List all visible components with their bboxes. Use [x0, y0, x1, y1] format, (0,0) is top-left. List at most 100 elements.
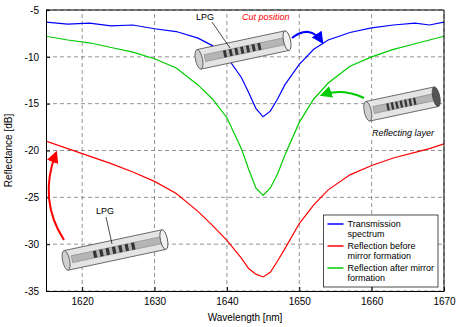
x-tick-label: 1630 — [144, 296, 167, 307]
fiber-illustration — [61, 229, 170, 271]
grating-period — [391, 102, 395, 109]
y-tick: -35 — [25, 286, 50, 297]
legend-box — [323, 215, 438, 287]
fiber-cladding — [366, 87, 439, 121]
legend-label-line: Reflection before — [347, 241, 415, 251]
legend-swatch — [327, 245, 343, 247]
legend-label: Transmissionspectrum — [347, 219, 400, 239]
legend: TransmissionspectrumReflection beforemir… — [323, 215, 438, 287]
x-axis: 1620 1630 1640 1650 1660 1670 — [47, 287, 456, 307]
x-tick: 1620 — [72, 287, 95, 307]
x-tick: 1630 — [144, 287, 167, 307]
grating-period — [252, 44, 256, 51]
y-tick-label: -25 — [25, 192, 40, 203]
grid — [46, 10, 444, 291]
fiber-illustration — [193, 30, 292, 70]
grating-period — [223, 50, 227, 57]
grid-line-x — [444, 10, 445, 291]
x-tick: 1640 — [216, 287, 239, 307]
grid-line-y — [46, 150, 444, 151]
annotation: LPG — [196, 12, 214, 22]
legend-label-line: mirror formation — [347, 251, 411, 261]
fiber-core — [373, 93, 437, 113]
annotation-group: LPG — [195, 12, 215, 22]
plot-area — [46, 22, 444, 277]
chart-container: 162016301640165016601670-35-30-25-20-15-… — [0, 0, 456, 327]
x-tick-label: 1620 — [72, 296, 95, 307]
fiber-illustration — [362, 86, 441, 122]
y-tick: -15 — [25, 98, 50, 109]
y-axis-title: Reflectance [dB] — [3, 114, 14, 188]
y-tick-label: -20 — [25, 145, 40, 156]
annotation-patch — [241, 12, 291, 22]
annotation-group: Reflecting layer — [371, 128, 436, 138]
annotation-group: Cut position — [241, 12, 291, 22]
x-tick-label: 1650 — [289, 296, 312, 307]
x-tick-label: 1640 — [216, 296, 239, 307]
y-tick-mark — [46, 291, 50, 292]
fiber-core — [204, 37, 288, 61]
grating-period — [413, 98, 417, 105]
reflecting-layer — [431, 86, 442, 107]
grating-period — [400, 100, 404, 107]
grid-line-y — [46, 10, 444, 11]
arrow — [292, 32, 322, 42]
x-axis-title: Wavelength [nm] — [208, 312, 283, 323]
legend-label-line: spectrum — [347, 229, 384, 239]
x-tick-label: 1660 — [361, 296, 384, 307]
annotation: Cut position — [242, 12, 290, 22]
y-tick: -25 — [25, 192, 50, 203]
frame-top — [46, 10, 444, 11]
x-tick-mark — [372, 287, 373, 291]
legend-label-line: Reflection after mirror — [347, 263, 434, 273]
legend-swatch — [327, 267, 343, 269]
legend-label: Reflection beforemirror formation — [347, 241, 415, 261]
x-tick: 1660 — [361, 287, 384, 307]
grating-period — [240, 46, 244, 53]
x-tick-mark — [227, 287, 228, 291]
y-tick-label: -5 — [30, 5, 39, 16]
grating-period — [105, 248, 110, 256]
x-tick: 1670 — [433, 287, 456, 307]
y-tick: -30 — [25, 239, 50, 250]
grid-line-y — [46, 291, 444, 292]
legend-label-line: formation — [347, 273, 385, 283]
series-line — [46, 141, 444, 277]
illustrations — [49, 22, 442, 271]
y-axis: -35 -30 -25 -20 -15 -10 -5 — [25, 5, 50, 297]
y-tick-mark — [46, 151, 50, 152]
y-tick-mark — [46, 244, 50, 245]
y-tick: -10 — [25, 52, 50, 63]
grating-period — [257, 43, 261, 50]
grating-period — [386, 103, 390, 110]
plot-background — [46, 10, 444, 291]
pointer — [106, 217, 112, 244]
legend-swatch — [327, 223, 343, 225]
grid-line-y — [46, 197, 444, 198]
y-tick-label: -10 — [25, 52, 40, 63]
x-tick: 1650 — [289, 287, 312, 307]
grating-period — [229, 49, 233, 56]
annotation: Reflecting layer — [372, 128, 435, 138]
frame-right — [444, 10, 445, 291]
annotation-patch — [371, 128, 436, 138]
grating-period — [395, 101, 399, 108]
y-tick-mark — [46, 104, 50, 105]
fiber-end — [61, 250, 72, 271]
annotation-group: LPG — [95, 206, 115, 216]
grating-period — [112, 246, 117, 254]
arrow — [49, 153, 64, 240]
grating-period — [408, 99, 412, 106]
fiber-cladding — [197, 31, 289, 69]
fiber-core — [71, 236, 164, 262]
x-tick-mark — [299, 287, 300, 291]
y-tick-label: -35 — [25, 286, 40, 297]
grating-period — [118, 245, 123, 253]
grating-period — [131, 242, 136, 250]
y-tick-label: -15 — [25, 98, 40, 109]
grating-period — [404, 100, 408, 107]
legend-label: Reflection after mirrorformation — [347, 263, 434, 283]
y-tick-label: -30 — [25, 239, 40, 250]
fiber-end — [362, 101, 373, 122]
y-tick: -20 — [25, 145, 50, 156]
